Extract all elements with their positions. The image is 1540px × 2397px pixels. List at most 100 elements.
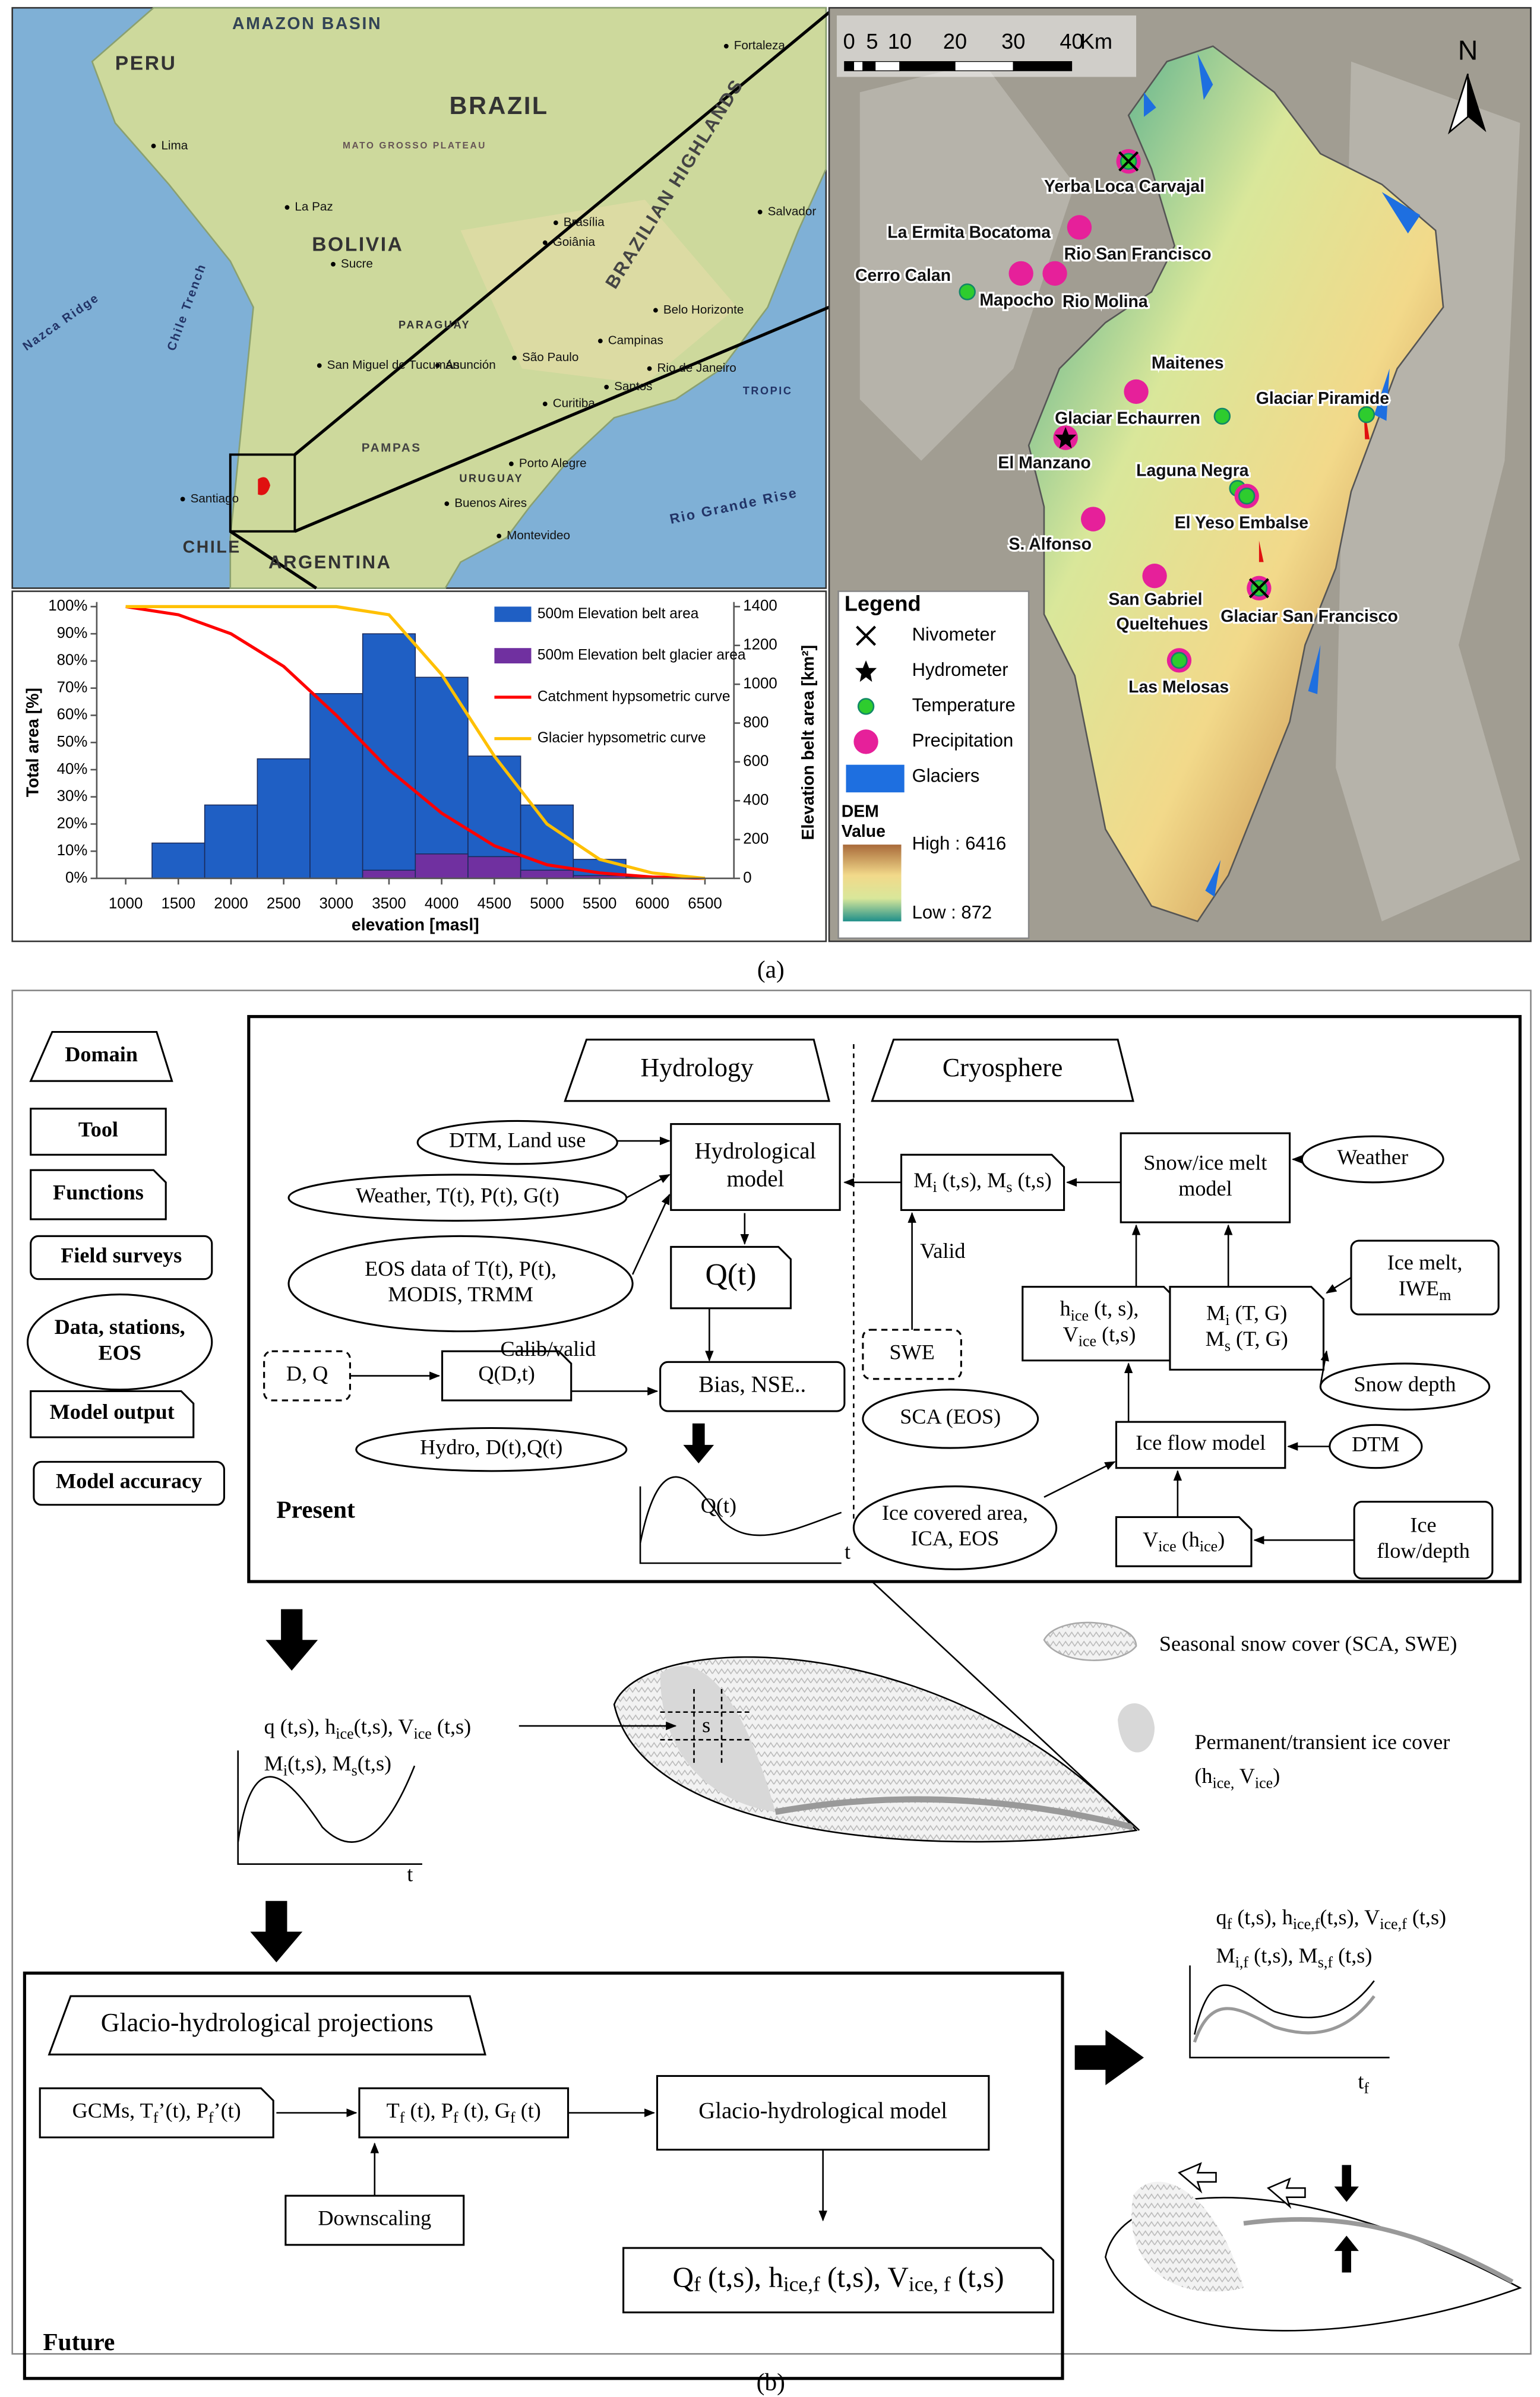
node-label: DTM, Land use — [449, 1128, 586, 1152]
north-arrow — [1447, 73, 1469, 135]
node-label: EOS data of T(t), P(t), — [365, 1257, 556, 1280]
precip-marker — [1042, 261, 1067, 286]
x-tick-label: 1000 — [109, 896, 143, 912]
region-label: ARGENTINA — [268, 552, 392, 573]
label-run: (T, G) — [1230, 1301, 1288, 1325]
node-label: GCMs, Tf’(t), Pf’(t) — [72, 2099, 241, 2126]
node-label: Weather, T(t), P(t), G(t) — [356, 1184, 559, 1207]
x-tick-label: 3500 — [372, 896, 406, 912]
label-run: Domain — [65, 1042, 138, 1066]
legend-entry: Glacier hypsometric curve — [537, 730, 706, 746]
scale-bar — [862, 61, 876, 71]
label-run: V — [1234, 1764, 1255, 1788]
y2-tick-label: 1000 — [743, 675, 777, 692]
label-run: model — [1178, 1177, 1232, 1200]
y-tick-label: 80% — [57, 652, 88, 669]
node-label: Cryosphere — [943, 1053, 1063, 1082]
output-shape — [622, 2247, 1055, 2314]
node-label: Weather — [1337, 1145, 1408, 1169]
city-label: Buenos Aires — [454, 497, 527, 510]
node-label: t — [845, 1540, 850, 1564]
panel-a: AMAZON BASIN PERU BRAZIL BOLIVIA PARAGUAY URU… — [11, 7, 1532, 943]
node-label: Vice (t,s) — [1063, 1323, 1136, 1350]
label-run: IWE — [1399, 1276, 1439, 1300]
bar — [362, 633, 416, 879]
label-run: Weather — [1337, 1145, 1408, 1169]
label-subscript: f — [453, 2109, 458, 2126]
label-run: Snow/ice melt — [1143, 1151, 1267, 1175]
rounded-box — [1353, 1501, 1494, 1580]
label-run: GCMs, T — [72, 2099, 153, 2123]
label-run: Field surveys — [61, 1244, 182, 1267]
node-label: Model accuracy — [56, 1469, 202, 1493]
label-run: (t,s), V — [1320, 1905, 1380, 1929]
node-label: Q(t) — [701, 1494, 736, 1517]
chart: 0% 10% 20% 30% 40% 50% 60% 70% 80% 90% 100% 0 200 400… — [23, 597, 818, 934]
label-subscript: f — [510, 2109, 516, 2126]
node-label: qf (t,s), hice,f(t,s), Vice,f (t,s) — [1216, 1905, 1447, 1933]
node-label: ICA, EOS — [911, 1527, 1000, 1551]
label-run: (h — [1177, 1528, 1200, 1551]
city-dot — [435, 363, 440, 368]
label-run: (t,s) — [1012, 1168, 1051, 1192]
region-label: MATO GROSSO PLATEAU — [343, 141, 486, 151]
city-label: Lima — [161, 138, 188, 152]
label-run: Data, stations, — [55, 1315, 185, 1339]
station-label: Glaciar San Francisco — [1220, 607, 1398, 626]
label-subscript: ice — [1071, 1307, 1089, 1324]
domain-shape — [871, 1038, 1134, 1102]
label-run: Tool — [78, 1118, 118, 1141]
node-label: hice (t, s), — [1060, 1296, 1139, 1324]
station-label: La Ermita Bocatoma — [887, 223, 1051, 242]
node-label: Mi (T, G) — [1206, 1301, 1287, 1329]
label-subscript: i — [932, 1178, 937, 1196]
region-label: URUGUAY — [459, 473, 523, 485]
bar — [151, 842, 205, 879]
region-label: TROPIC — [743, 385, 793, 397]
label-subscript: ice — [414, 1725, 432, 1743]
label-run: Hydro, D(t),Q(t) — [420, 1435, 562, 1459]
city-dot — [317, 363, 322, 368]
scale-label: Km — [1080, 29, 1112, 53]
label-subscript: ice — [1158, 1538, 1176, 1555]
nivo-marker — [1248, 578, 1269, 599]
label-run: ) — [1273, 1764, 1280, 1788]
city-label: San Miguel de Tucumán — [327, 358, 460, 372]
label-subscript: ice,f — [1293, 1915, 1320, 1933]
legend-entry: 500m Elevation belt area — [537, 606, 699, 622]
label-run: (t,s) — [358, 1752, 391, 1776]
label-run: M — [1206, 1327, 1225, 1351]
station-label: Glaciar Echaurren — [1055, 409, 1200, 428]
node-label: Snow depth — [1354, 1373, 1456, 1396]
legend-entry: Temperature — [912, 695, 1016, 716]
panel-label: (b) — [757, 2368, 785, 2396]
station-label: Cerro Calan — [855, 266, 951, 285]
north-arrow — [1468, 74, 1487, 132]
highlands — [460, 200, 737, 384]
label-subscript: s,f — [1318, 1954, 1333, 1971]
label-subscript: f — [1364, 2080, 1369, 2097]
label-subscript: m — [1439, 1286, 1451, 1304]
node-label: Q(D,t) — [478, 1362, 535, 1386]
legend-entry: Catchment hypsometric curve — [537, 688, 731, 704]
label-run: (t,s), V — [354, 1715, 414, 1739]
node-label: Ice flow model — [1136, 1431, 1266, 1454]
legend-dem: Value — [842, 822, 886, 841]
node-label: Permanent/transient ice cover — [1194, 1730, 1450, 1754]
city-label: São Paulo — [522, 350, 578, 364]
future-hydrograph — [1189, 1965, 1390, 2058]
label-run: Calib/valid — [501, 1337, 596, 1361]
scale-bar — [899, 61, 956, 71]
temp-marker — [1171, 652, 1188, 669]
bar — [362, 869, 416, 879]
x-axis-label: elevation [masl] — [352, 916, 479, 935]
region-label: BOLIVIA — [312, 234, 403, 256]
output-shape — [1115, 1516, 1253, 1567]
precip-marker — [1081, 507, 1106, 532]
scale-label: 30 — [1001, 29, 1025, 53]
future-box — [23, 1971, 1064, 2380]
label-run: SCA (EOS) — [900, 1405, 1001, 1428]
nivo-marker — [1118, 151, 1139, 172]
node-label: SWE — [889, 1340, 934, 1364]
